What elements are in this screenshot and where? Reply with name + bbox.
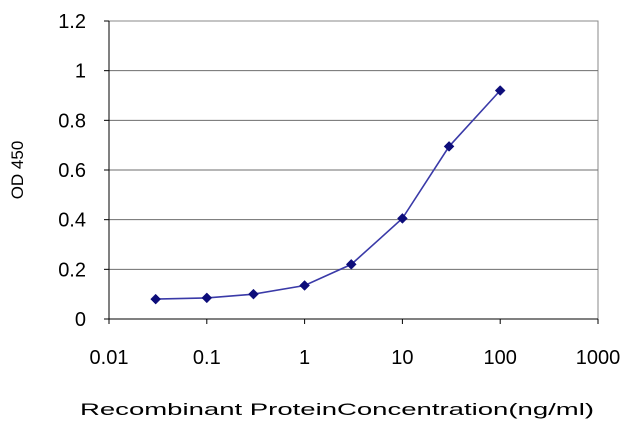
x-tick-label: 1 [299,347,310,369]
y-tick-label: 1 [75,61,86,83]
y-tick-label: 0 [75,309,86,331]
grid [109,70,598,270]
y-axis-ticks: 0 0.2 0.4 0.6 0.8 1 1.2 [58,11,109,331]
data-point [345,259,357,270]
data-point [201,292,213,304]
data-point [299,280,310,291]
y-tick-label: 0.2 [58,259,86,281]
x-tick-label: 0.1 [193,347,221,369]
data-point [397,213,408,224]
data-point [150,293,162,305]
y-tick-label: 0.4 [58,210,86,232]
x-tick-label: 1000 [576,347,621,369]
y-tick-label: 1.2 [58,11,86,33]
x-tick-label: 10 [391,347,413,369]
y-tick-label: 0.8 [58,110,86,132]
data-point [248,288,259,300]
x-axis-ticks: 0.01 0.1 1 10 100 1000 [90,319,621,369]
y-tick-label: 0.6 [58,160,86,182]
x-tick-label: 100 [484,347,517,369]
series [150,85,506,305]
series-line [155,89,501,300]
x-axis-label: Recombinant ProteinConcentration(ng/ml) [80,400,594,419]
x-tick-label: 0.01 [90,347,129,369]
data-point [443,141,455,152]
y-axis-label: OD 450 [8,141,27,200]
data-point [494,85,506,96]
